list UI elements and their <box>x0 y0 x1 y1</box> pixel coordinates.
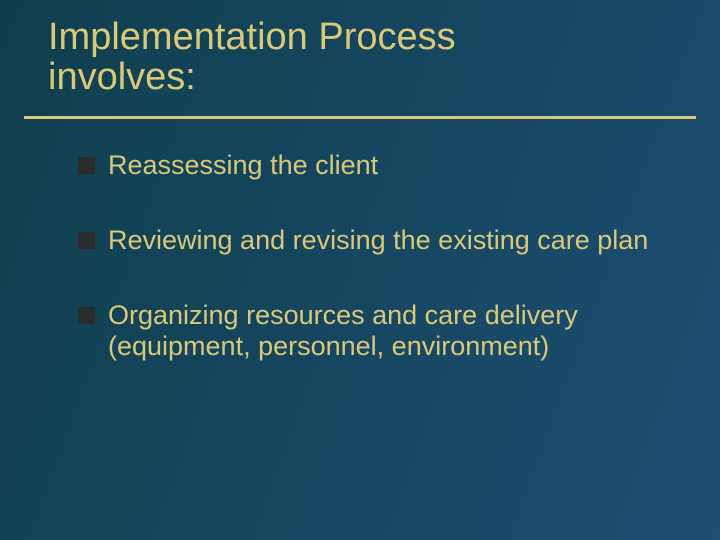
square-bullet-icon <box>78 232 95 249</box>
list-item-text: Reviewing and revising the existing care… <box>108 225 648 255</box>
slide-title: Implementation Process involves: <box>48 18 456 98</box>
square-bullet-icon <box>78 307 95 324</box>
list-item: Reassessing the client <box>78 150 672 181</box>
slide: Implementation Process involves: Reasses… <box>0 0 720 540</box>
bullet-list: Reassessing the client Reviewing and rev… <box>78 150 672 406</box>
list-item: Organizing resources and care delivery (… <box>78 300 672 362</box>
list-item-text: Organizing resources and care delivery (… <box>108 300 578 361</box>
list-item-text: Reassessing the client <box>108 150 378 180</box>
title-line-1: Implementation Process <box>48 18 456 58</box>
title-line-2: involves: <box>48 58 456 98</box>
list-item: Reviewing and revising the existing care… <box>78 225 672 256</box>
title-underline <box>24 116 696 119</box>
square-bullet-icon <box>78 157 95 174</box>
